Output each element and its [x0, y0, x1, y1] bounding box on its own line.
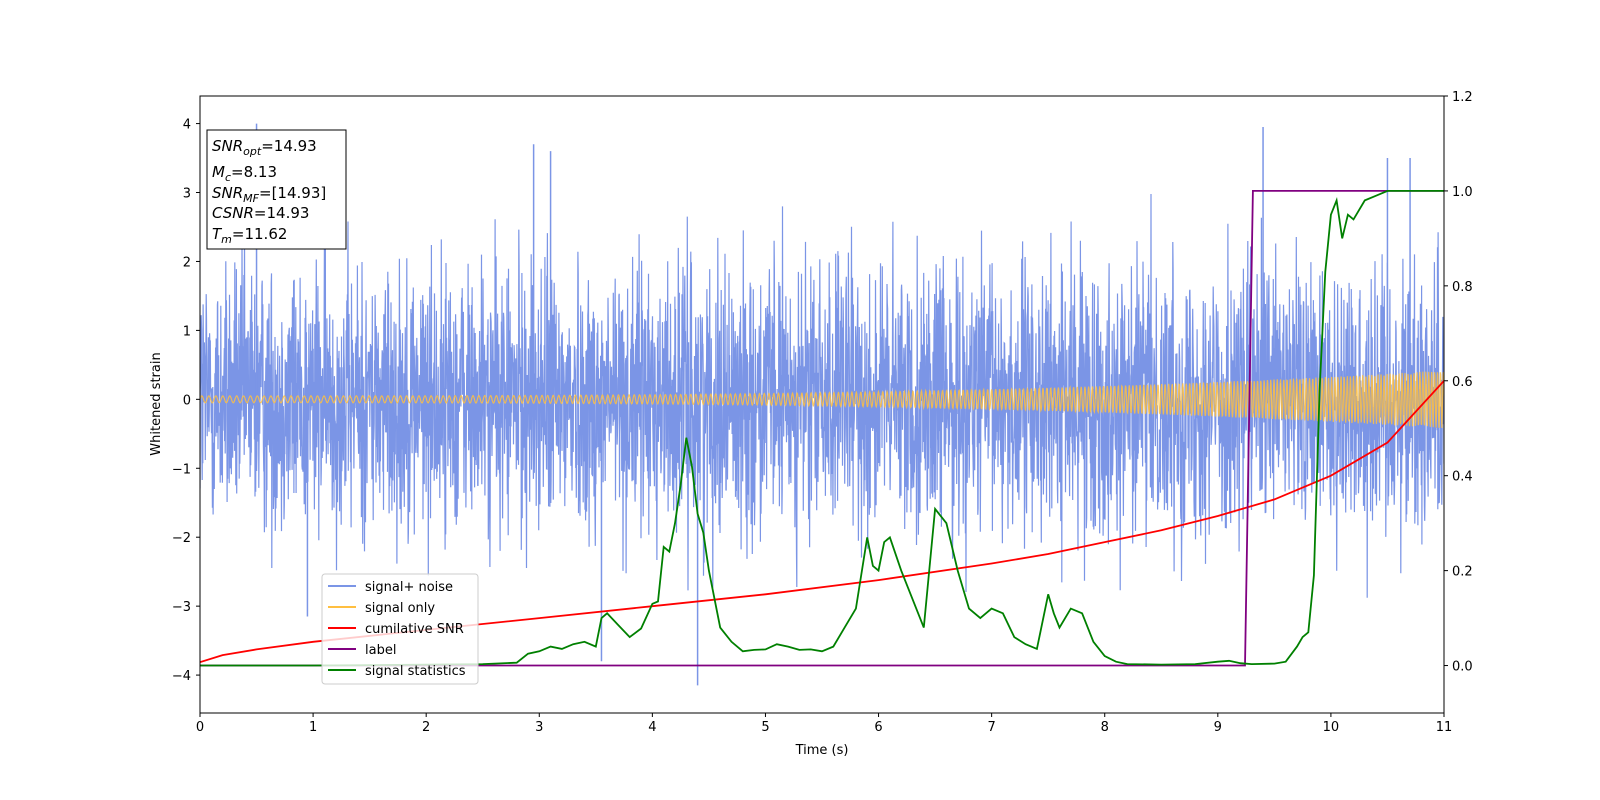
series-signal-only	[200, 371, 1444, 429]
legend: signal+ noise signal only cumilative SNR la…	[321, 573, 479, 685]
series-signal-statistics	[200, 189, 1444, 667]
legend-box	[321, 573, 479, 685]
stats-subscript: m	[221, 233, 232, 246]
x-tick-label: 2	[422, 720, 430, 735]
stats-symbol: T	[212, 225, 223, 243]
x-axis-label: Time (s)	[795, 743, 849, 758]
x-tick-label: 11	[1436, 720, 1453, 735]
x-tick-label: 3	[535, 720, 543, 735]
stats-value: =8.13	[231, 163, 277, 181]
stats-row: CSNR=14.93	[212, 204, 309, 222]
y2-tick-label: 0.8	[1452, 280, 1473, 295]
stats-subscript: c	[225, 171, 231, 184]
y-tick-label: −3	[172, 600, 191, 615]
x-tick-label: 4	[648, 720, 656, 735]
legend-label: signal only	[365, 601, 435, 616]
stats-symbol: CSNR	[212, 204, 254, 222]
legend-label: label	[365, 643, 396, 658]
series-signal-noise	[200, 193, 1444, 598]
x-tick-label: 6	[874, 720, 882, 735]
y-tick-label: −1	[172, 462, 191, 477]
axes: 0 1 2 3 4 5 6 7 8 9 10 11 −4 −3 −2 −1 0 1 2 3 4 0.0 0.2 0.4 0.6 0…	[172, 90, 1473, 735]
stats-row: SNRopt=14.93	[212, 137, 317, 158]
x-tick-label: 0	[196, 720, 204, 735]
plot-frame	[199, 95, 1445, 714]
stats-value: =14.93	[261, 137, 317, 155]
stats-row: Tm=11.62	[212, 225, 287, 246]
stats-subscript: MF	[243, 192, 259, 205]
series-cumulative-snr	[200, 380, 1444, 664]
stats-value: =14.93	[254, 204, 310, 222]
y-tick-label: 2	[183, 255, 191, 270]
y2-tick-label: 0.2	[1452, 565, 1473, 580]
y2-tick-label: 1.2	[1452, 90, 1473, 105]
legend-label: signal statistics	[365, 664, 466, 679]
stats-symbol: M	[212, 163, 225, 181]
x-tick-label: 8	[1101, 720, 1109, 735]
stats-symbol: SNR	[212, 184, 243, 202]
series-label	[200, 189, 1444, 667]
x-tick-label: 7	[987, 720, 995, 735]
stats-box: SNRopt=14.93Mc=8.13SNRMF=[14.93]CSNR=14.…	[206, 129, 347, 250]
y-tick-label: −4	[172, 669, 191, 684]
x-tick-label: 10	[1323, 720, 1340, 735]
y-tick-label: 0	[183, 393, 191, 408]
x-tick-label: 5	[761, 720, 769, 735]
y-tick-label: 4	[183, 118, 191, 133]
y2-tick-label: 0.4	[1452, 470, 1473, 485]
stats-row: Mc=8.13	[212, 163, 277, 184]
y2-tick-label: 0.0	[1452, 660, 1473, 675]
y-tick-label: −2	[172, 531, 191, 546]
x-tick-label: 1	[309, 720, 317, 735]
stats-subscript: opt	[243, 145, 262, 158]
stats-value: =11.62	[232, 225, 288, 243]
stats-symbol: SNR	[212, 137, 243, 155]
y2-tick-label: 0.6	[1452, 375, 1473, 390]
legend-label: cumilative SNR	[365, 622, 464, 637]
y2-tick-label: 1.0	[1452, 185, 1473, 200]
y-tick-label: 3	[183, 187, 191, 202]
stats-value: =[14.93]	[259, 184, 326, 202]
legend-label: signal+ noise	[365, 580, 453, 595]
stats-row: SNRMF=[14.93]	[212, 184, 326, 205]
stats-box-frame	[206, 129, 347, 250]
y-axis-label: Whitened strain	[149, 352, 164, 455]
y-tick-label: 1	[183, 324, 191, 339]
x-tick-label: 9	[1214, 720, 1222, 735]
plot-area	[200, 123, 1444, 686]
